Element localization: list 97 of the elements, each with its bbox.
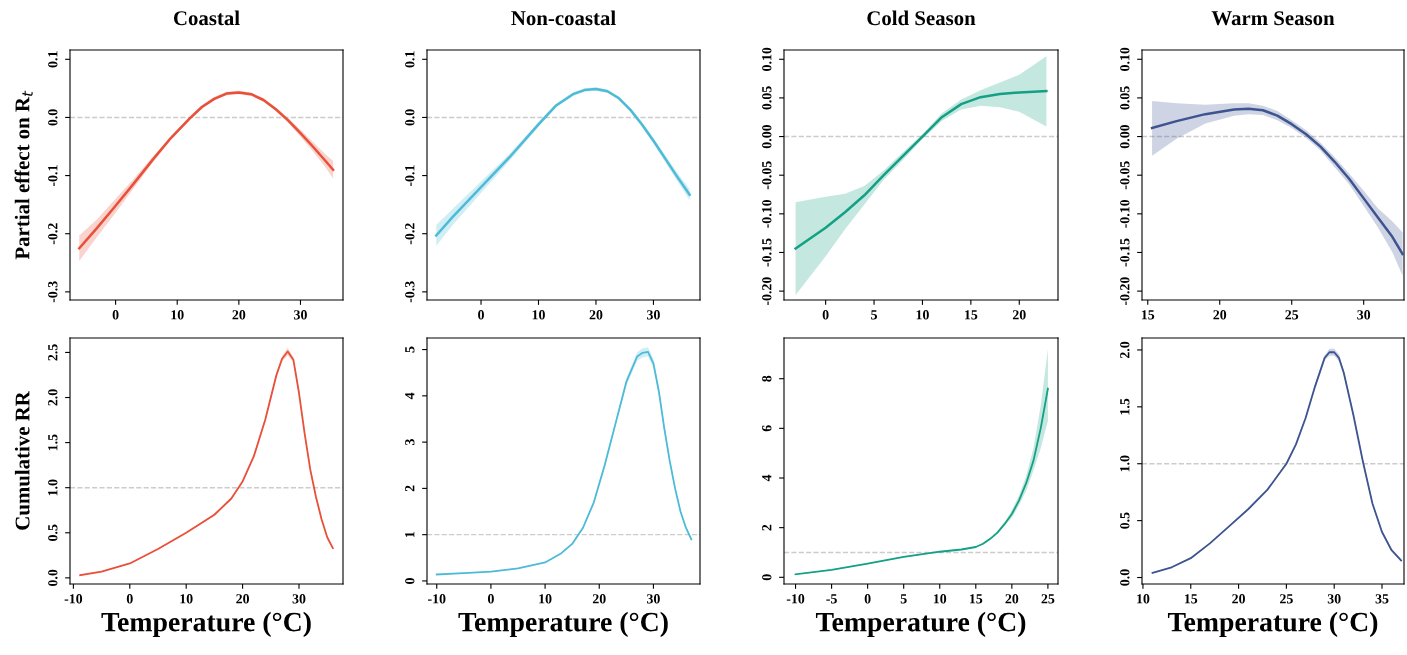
y-tick-label: 2.5 — [48, 344, 58, 361]
y-tick-label: 0.10 — [762, 47, 772, 71]
x-tick-label: 35 — [1375, 594, 1389, 604]
x-tick-label: 25 — [1285, 310, 1299, 320]
y-tick-label: 0.05 — [1120, 86, 1130, 110]
x-axis-title: Temperature (°C) — [815, 611, 1026, 638]
y-tick-label: -0.1 — [48, 165, 58, 187]
y-tick-label: 0.5 — [48, 524, 58, 541]
y-tick-label: 0.05 — [762, 86, 772, 110]
chart-title: Cold Season — [867, 10, 976, 26]
x-tick-label: 0 — [487, 594, 494, 604]
x-axis-title: Temperature (°C) — [458, 611, 668, 638]
y-tick-label: 0.0 — [48, 569, 58, 587]
y-tick-label: 2 — [762, 524, 772, 531]
chart-title: Coastal — [173, 10, 240, 26]
y-tick-label: 3 — [405, 439, 415, 446]
x-tick-label: 0 — [822, 310, 829, 320]
x-tick-label: 10 — [933, 594, 947, 604]
y-tick-label: 1.5 — [48, 434, 58, 451]
x-tick-label: 30 — [294, 310, 307, 320]
y-tick-label: 1.5 — [1120, 398, 1130, 415]
y-tick-label: -0.1 — [405, 165, 415, 187]
x-tick-label: 30 — [1357, 310, 1371, 320]
x-tick-label: -10 — [786, 594, 805, 604]
y-tick-label: 0 — [762, 574, 772, 581]
y-tick-label: -0.10 — [762, 199, 772, 228]
x-tick-label: 10 — [916, 310, 929, 320]
x-tick-label: 10 — [171, 310, 184, 320]
y-tick-label: -0.2 — [48, 223, 58, 245]
x-tick-label: -5 — [826, 594, 837, 604]
y-tick-label: -0.15 — [762, 238, 772, 267]
y-tick-label: -0.15 — [1120, 238, 1130, 267]
x-tick-label: -10 — [64, 594, 83, 604]
x-tick-label: 20 — [589, 310, 603, 320]
y-axis-title: Cumulative RR — [14, 391, 30, 530]
y-tick-label: 0.0 — [1120, 569, 1130, 586]
x-tick-label: 20 — [236, 594, 250, 604]
x-axis-title: Temperature (°C) — [101, 611, 311, 638]
x-tick-label: 15 — [969, 594, 983, 604]
x-tick-label: 20 — [592, 594, 606, 604]
x-tick-label: 25 — [1041, 594, 1055, 604]
y-tick-label: -0.10 — [1120, 199, 1130, 228]
y-tick-label: 0.10 — [1120, 47, 1130, 71]
chart-title: Warm Season — [1211, 11, 1335, 26]
x-tick-label: 10 — [1137, 594, 1150, 604]
y-tick-label: 0.1 — [405, 51, 415, 68]
y-tick-label: 0.5 — [1120, 512, 1130, 529]
y-tick-label: 0.0 — [48, 109, 58, 126]
y-tick-label: -0.3 — [405, 281, 415, 303]
x-tick-label: 15 — [1184, 594, 1198, 604]
y-tick-label: -0.20 — [1120, 277, 1130, 306]
y-tick-label: 1.0 — [48, 479, 58, 496]
y-tick-label: 5 — [405, 346, 415, 353]
y-tick-label: 0.00 — [762, 124, 772, 149]
y-tick-label: 0 — [405, 578, 415, 584]
y-tick-label: 4 — [405, 392, 415, 400]
y-tick-label: 4 — [762, 474, 772, 482]
y-tick-label: 0.00 — [1120, 124, 1130, 149]
x-tick-label: 30 — [647, 594, 660, 604]
x-tick-label: 20 — [1005, 594, 1019, 604]
x-tick-label: 15 — [1141, 310, 1155, 320]
x-tick-label: 15 — [965, 310, 978, 320]
y-tick-label: -0.05 — [1120, 161, 1130, 190]
y-tick-label: 1.0 — [1120, 455, 1130, 472]
x-tick-label: 20 — [1232, 594, 1245, 604]
x-tick-label: 0 — [864, 594, 871, 604]
x-tick-label: 20 — [232, 310, 246, 320]
y-tick-label: 2 — [405, 485, 415, 492]
x-tick-label: 30 — [292, 594, 306, 604]
x-tick-label: 5 — [871, 310, 878, 320]
x-tick-label: 20 — [1213, 310, 1227, 320]
y-tick-label: 0.1 — [48, 51, 58, 68]
x-tick-label: 20 — [1012, 310, 1026, 320]
chart-title: Non-coastal — [511, 10, 616, 26]
y-tick-label: 2.0 — [48, 389, 58, 406]
x-tick-label: 10 — [180, 594, 193, 604]
y-tick-label: 1 — [405, 531, 415, 538]
y-axis-title: Partial effect on R$_{t}$ — [14, 90, 33, 260]
x-tick-label: 10 — [532, 310, 545, 320]
y-tick-label: 6 — [762, 425, 772, 432]
y-tick-label: -0.2 — [405, 223, 415, 245]
x-tick-label: 10 — [539, 594, 552, 604]
y-tick-label: -0.20 — [762, 277, 772, 306]
x-tick-label: 25 — [1280, 594, 1293, 604]
y-tick-label: 0.0 — [405, 109, 415, 126]
x-axis-title: Temperature (°C) — [1167, 611, 1378, 638]
y-tick-label: -0.3 — [48, 281, 58, 303]
y-tick-label: -0.05 — [762, 161, 772, 190]
x-tick-label: 30 — [647, 310, 660, 320]
x-tick-label: 5 — [900, 594, 907, 604]
x-tick-label: -10 — [428, 594, 446, 604]
x-tick-label: 30 — [1327, 594, 1341, 604]
x-tick-label: 0 — [112, 310, 119, 320]
x-tick-label: 0 — [126, 594, 133, 604]
y-tick-label: 8 — [762, 375, 772, 382]
y-tick-label: 2.0 — [1120, 341, 1130, 359]
x-tick-label: 0 — [478, 310, 484, 320]
